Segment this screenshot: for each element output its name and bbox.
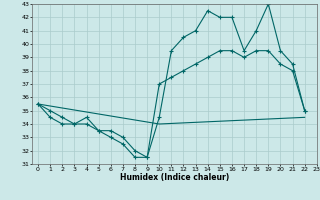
X-axis label: Humidex (Indice chaleur): Humidex (Indice chaleur) bbox=[120, 173, 229, 182]
